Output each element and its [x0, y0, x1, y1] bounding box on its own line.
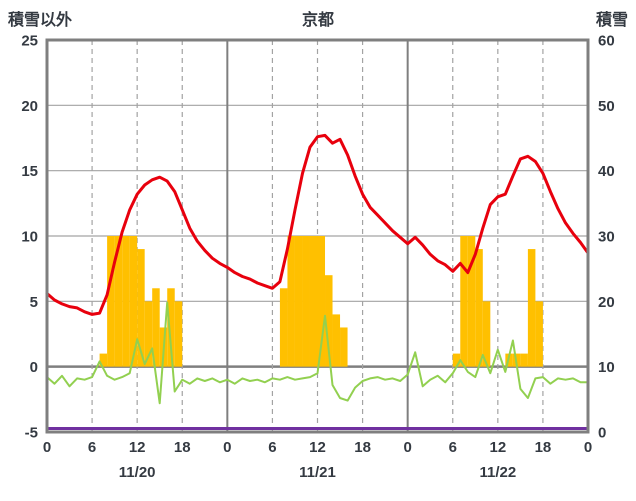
left-axis-tick-label: 15	[21, 163, 38, 180]
day-label: 11/20	[119, 464, 156, 481]
sunshine-bar	[167, 288, 175, 367]
sunshine-bar	[107, 236, 115, 367]
sunshine-bar	[279, 288, 288, 367]
sunshine-bar	[114, 236, 123, 367]
hour-tick-label: 18	[174, 439, 191, 456]
day-label: 11/22	[479, 464, 516, 481]
hour-tick-label: 0	[43, 439, 51, 456]
right-axis-tick-label: 60	[598, 33, 615, 50]
sunshine-bar	[122, 236, 130, 367]
right-axis-title: 積雪	[595, 12, 628, 29]
sunshine-bar	[340, 327, 348, 367]
left-axis-tick-label: 5	[30, 294, 38, 311]
hour-tick-label: 0	[223, 439, 231, 456]
sunshine-bar	[535, 301, 543, 367]
hour-tick-label: 6	[449, 439, 457, 456]
sunshine-bar	[317, 236, 326, 367]
left-axis-title: 積雪以外	[8, 12, 73, 29]
hour-tick-label: 0	[403, 439, 411, 456]
sunshine-bar	[520, 353, 528, 367]
sunshine-bar	[99, 353, 108, 367]
hour-tick-label: 12	[309, 439, 326, 456]
sunshine-bar	[302, 236, 310, 367]
right-axis-tick-label: 20	[598, 294, 615, 311]
left-axis-tick-label: 0	[30, 359, 38, 376]
hour-tick-label: 12	[489, 439, 506, 456]
left-axis-tick-label: 20	[21, 98, 38, 115]
sunshine-bar	[460, 236, 468, 367]
temperature-line	[45, 133, 590, 316]
left-axis-tick-label: 25	[21, 33, 38, 50]
sunshine-bar	[467, 236, 476, 367]
sunshine-bar	[475, 249, 483, 367]
sunshine-bar	[309, 236, 318, 367]
hour-tick-label: 18	[535, 439, 552, 456]
sunshine-bar	[152, 288, 160, 367]
hour-tick-label: 12	[129, 439, 146, 456]
left-axis-tick-label: -5	[25, 425, 38, 442]
sunshine-bar	[129, 236, 138, 367]
sunshine-bar	[144, 301, 153, 367]
sunshine-bar	[332, 314, 341, 367]
right-axis-tick-label: 50	[598, 98, 615, 115]
sunshine-bar	[287, 236, 295, 367]
right-axis-tick-label: 0	[598, 425, 606, 442]
hour-tick-label: 6	[88, 439, 96, 456]
chart-title: 京都	[301, 12, 334, 29]
right-axis-tick-label: 40	[598, 163, 615, 180]
sunshine-bar	[452, 353, 461, 367]
sunshine-bar	[482, 301, 491, 367]
sunshine-bar	[527, 249, 536, 367]
hour-tick-label: 18	[354, 439, 371, 456]
sunshine-bar	[137, 249, 145, 367]
hour-tick-label: 0	[584, 439, 592, 456]
sunshine-bar	[325, 275, 333, 367]
green-series-line	[46, 301, 589, 405]
sunshine-bar	[294, 236, 303, 367]
sunshine-bar	[174, 301, 183, 367]
day-label: 11/21	[299, 464, 336, 481]
plot-border	[45, 38, 590, 434]
right-axis-tick-label: 10	[598, 359, 615, 376]
left-axis-tick-label: 10	[21, 229, 38, 246]
right-axis-tick-label: 30	[598, 229, 615, 246]
hour-tick-label: 6	[268, 439, 276, 456]
